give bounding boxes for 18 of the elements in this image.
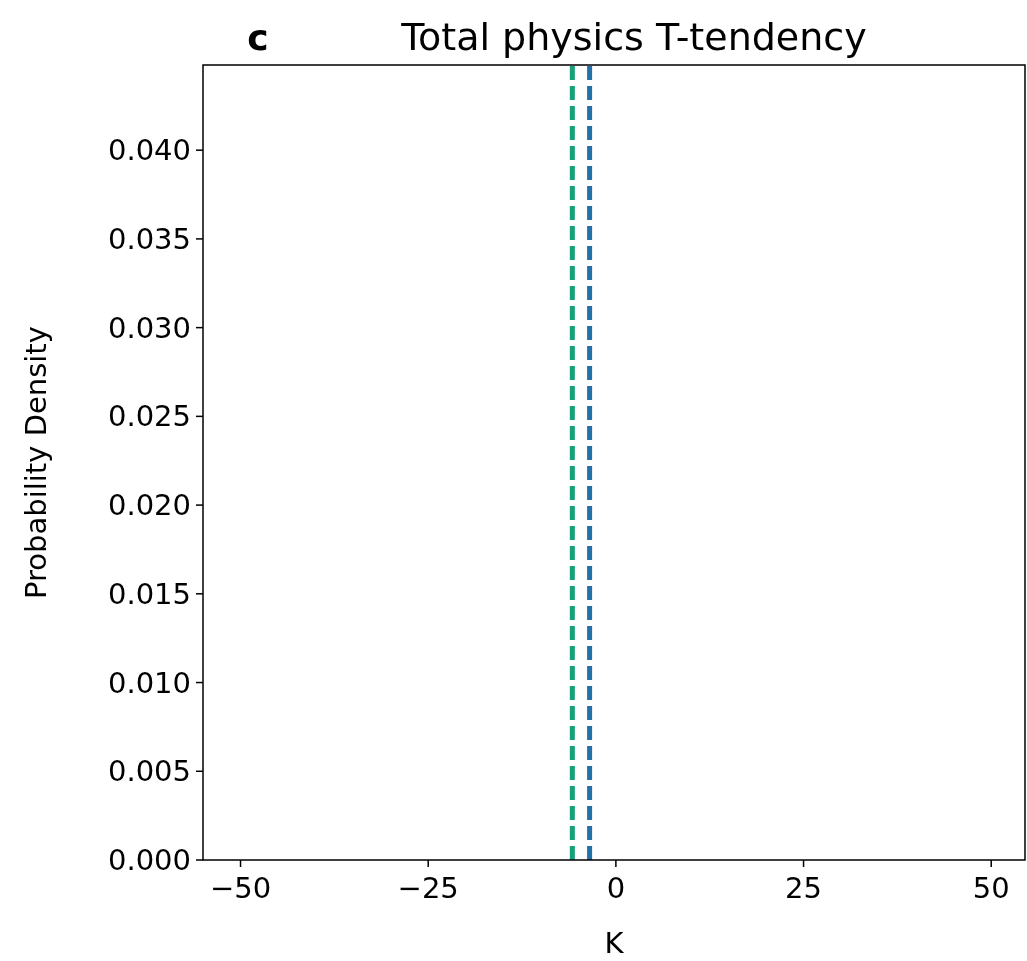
y-tick-label: 0.010 bbox=[107, 665, 191, 700]
x-tick-label: 0 bbox=[606, 871, 626, 905]
x-tick-label: 50 bbox=[972, 871, 1010, 905]
y-tick-label: 0.005 bbox=[107, 754, 191, 789]
text: c bbox=[247, 17, 269, 58]
y-axis-title: Probability Density bbox=[19, 326, 53, 599]
y-tick-label: 0.015 bbox=[107, 576, 191, 611]
y-tick-label: 0.030 bbox=[107, 310, 191, 345]
x-tick-label: −25 bbox=[397, 871, 459, 905]
x-axis-title: K bbox=[604, 926, 625, 960]
chart-title: Total physics T-tendency bbox=[400, 15, 867, 59]
y-tick-label: 0.020 bbox=[107, 488, 191, 523]
y-tick-label: 0.000 bbox=[107, 843, 191, 877]
y-tick-label: 0.035 bbox=[107, 221, 191, 256]
x-tick-label: 25 bbox=[785, 871, 822, 905]
y-tick-label: 0.040 bbox=[107, 133, 191, 168]
y-tick-label: 0.025 bbox=[107, 399, 191, 434]
x-tick-label: −50 bbox=[209, 871, 272, 905]
